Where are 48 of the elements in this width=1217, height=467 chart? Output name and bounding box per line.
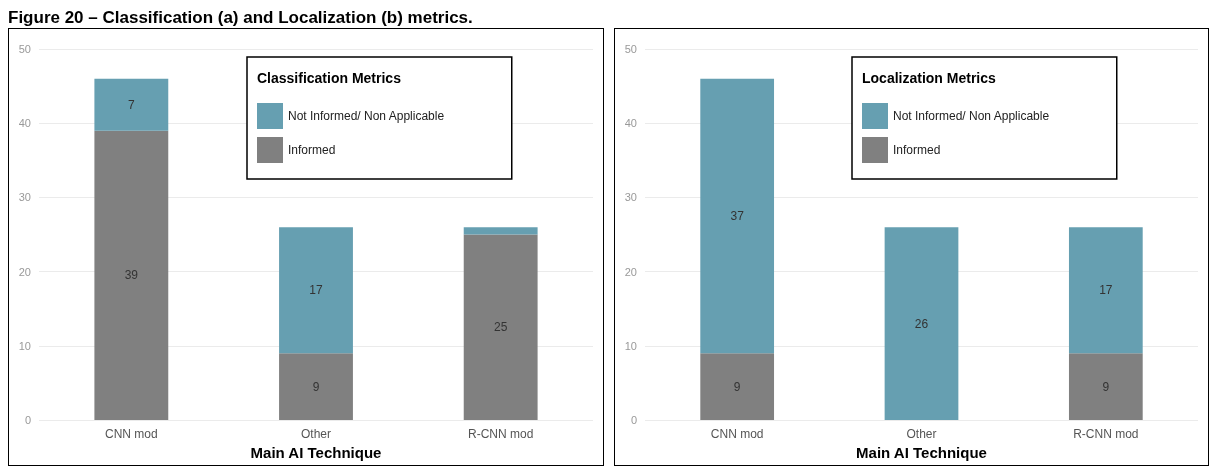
data-label: 9 [1102,379,1110,394]
y-tick-label: 10 [18,339,31,352]
y-tick-label: 20 [18,265,31,278]
bar [94,78,169,131]
x-tick-label: CNN mod [710,427,764,442]
bar [1068,227,1143,354]
data-label: 9 [733,379,741,394]
y-tick-label: 40 [18,117,31,130]
x-tick-label: R-CNN mod [467,427,534,442]
x-axis-title: Main AI Technique [250,444,382,461]
data-label: 17 [1099,283,1113,298]
bar [94,130,169,421]
bar [463,227,538,235]
y-tick-label: 20 [624,265,637,278]
bar [463,234,538,421]
y-tick-label: 50 [18,43,31,55]
y-tick-label: 0 [630,414,637,427]
bar [1068,353,1143,421]
y-tick-label: 0 [24,414,31,427]
y-tick-label: 40 [624,117,637,130]
x-tick-label: CNN mod [104,427,158,442]
chart-title: Figure 20 – Classification (a) and Localization (b) metrics. [8,8,474,28]
bar [279,227,353,354]
data-label: 17 [309,283,323,298]
legend-label: Informed [288,143,336,157]
y-tick-label: 50 [624,43,637,55]
y-tick-label: 30 [18,191,31,204]
legend-title: Localization Metrics [862,70,997,86]
data-label: 9 [312,379,320,394]
data-label: 26 [914,316,929,331]
bar [700,78,775,354]
y-tick-label: 30 [624,191,637,204]
bar [700,353,775,421]
x-axis-title: Main AI Technique [856,444,987,461]
data-label: 37 [730,208,745,223]
bar [279,353,353,421]
data-label: 25 [493,320,508,335]
legend-title: Classification Metrics [257,70,402,86]
y-tick-label: 10 [624,339,637,352]
legend-label: Not Informed/ Non Applicable [288,109,445,123]
x-tick-label: Other [906,427,937,442]
legend-label: Informed [893,143,941,157]
bar [884,227,959,421]
x-tick-label: Other [300,427,332,442]
legend-label: Not Informed/ Non Applicable [893,109,1050,123]
data-label: 39 [124,268,139,283]
data-label: 7 [127,97,135,112]
x-tick-label: R-CNN mod [1073,427,1139,442]
